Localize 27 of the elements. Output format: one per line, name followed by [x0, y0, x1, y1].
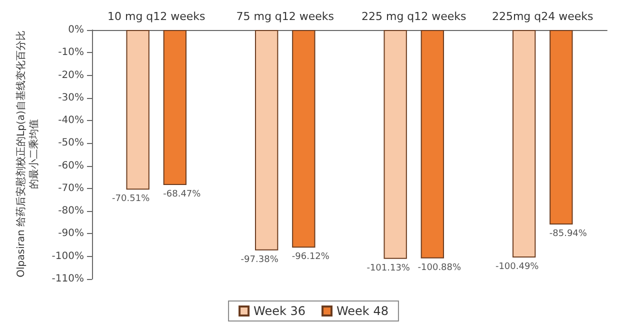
x-tick-label: 10 mg q12 weeks [107, 10, 206, 23]
y-tick-label: -40% [58, 115, 84, 126]
y-tick-label: -10% [58, 47, 84, 58]
y-tick-label: -70% [58, 182, 84, 194]
y-axis-title: Olpasiran 给药后安慰剂校正的Lp(a)自基线变化百分比的最小二乘均值 [15, 30, 40, 278]
y-tick-label: 0% [68, 24, 84, 36]
data-label: -68.47% [163, 189, 202, 200]
y-tick-label: -50% [58, 138, 84, 149]
x-tick-label: 75 mg q12 weeks [236, 10, 334, 23]
y-tick-label: -20% [58, 70, 84, 81]
x-tick-label: 225mg q24 weeks [492, 10, 594, 23]
data-label: -100.88% [418, 262, 462, 273]
legend-label: Week 36 [254, 304, 306, 318]
y-tick-label: -60% [58, 160, 84, 172]
x-tick-label: 225 mg q12 weeks [361, 10, 467, 23]
y-tick-label: -90% [58, 228, 84, 240]
data-label: -85.94% [549, 229, 588, 240]
data-label: -96.12% [292, 252, 330, 262]
y-tick-label: -30% [58, 92, 84, 104]
y-tick-label: -80% [58, 206, 84, 217]
y-tick-label: -100% [52, 250, 84, 262]
legend-label: Week 48 [336, 304, 388, 318]
y-tick-label: -110% [52, 274, 84, 284]
data-label: -97.38% [240, 254, 279, 265]
data-label: -70.51% [112, 194, 150, 204]
data-label: -100.49% [495, 262, 540, 272]
data-label: -101.13% [366, 263, 410, 274]
